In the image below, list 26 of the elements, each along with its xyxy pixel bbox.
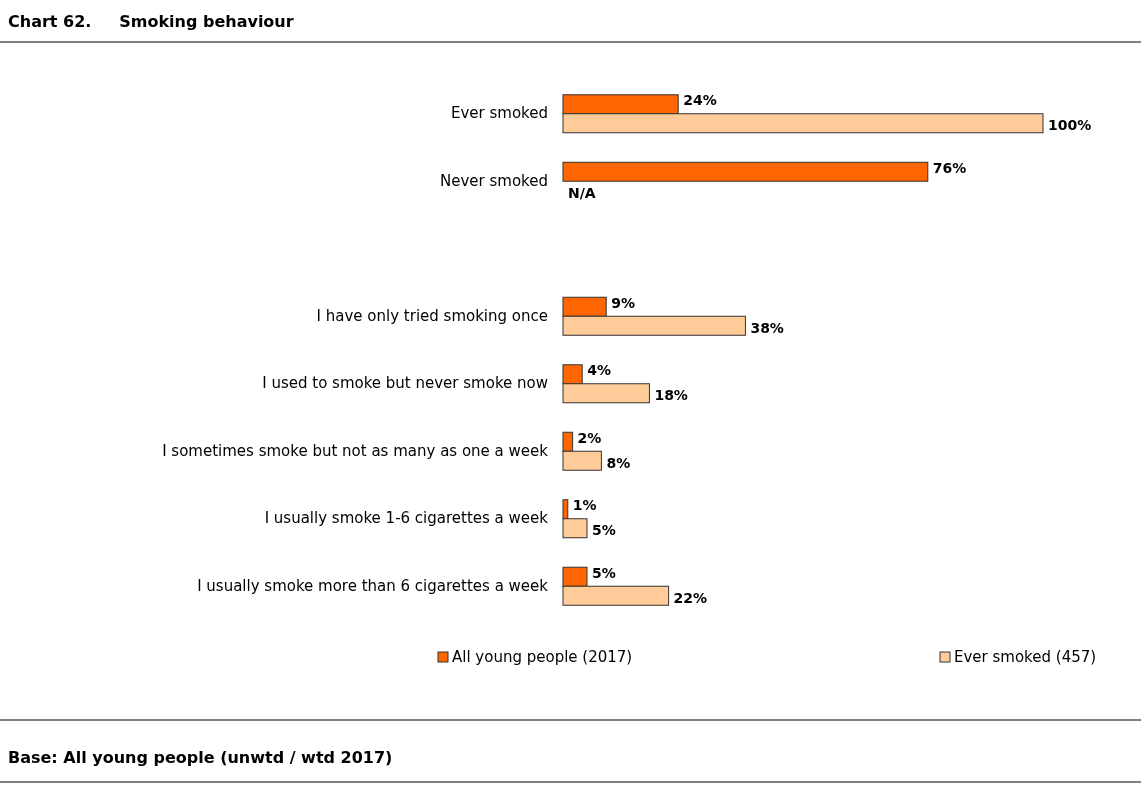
data-label: 22% bbox=[673, 589, 708, 606]
y-tick-label: I usually smoke 1-6 cigarettes a week bbox=[264, 509, 549, 528]
data-label: 100% bbox=[1048, 117, 1092, 134]
y-tick-label: I used to smoke but never smoke now bbox=[262, 374, 548, 393]
data-label: 8% bbox=[606, 454, 631, 471]
y-tick-label: I sometimes smoke but not as many as one a week bbox=[162, 441, 549, 460]
y-tick-label: I have only tried smoking once bbox=[316, 306, 548, 325]
data-label: 76% bbox=[932, 159, 967, 176]
text: Base: All young people (unwtd / wtd 2017) bbox=[8, 748, 393, 767]
legend-label: Ever smoked (457) bbox=[954, 647, 1097, 666]
legend-label: All young people (2017) bbox=[452, 647, 633, 666]
data-label: 9% bbox=[611, 294, 635, 311]
text: Chart 62. Smoking behaviour bbox=[8, 12, 294, 31]
data-label: 2% bbox=[577, 429, 602, 446]
data-label: 5% bbox=[592, 564, 616, 581]
data-label: 5% bbox=[592, 522, 616, 539]
bar bbox=[562, 161, 929, 182]
data-label: 1% bbox=[572, 497, 597, 514]
y-tick-label: Ever smoked bbox=[450, 104, 548, 123]
data-label: 24% bbox=[683, 92, 717, 109]
y-tick-label: Never smoked bbox=[440, 171, 548, 190]
text: N/A bbox=[568, 184, 596, 201]
data-label: 4% bbox=[587, 362, 611, 379]
data-label: 38% bbox=[750, 319, 784, 336]
data-label: 18% bbox=[654, 387, 688, 404]
y-tick-label: I usually smoke more than 6 cigarettes a week bbox=[197, 576, 549, 595]
